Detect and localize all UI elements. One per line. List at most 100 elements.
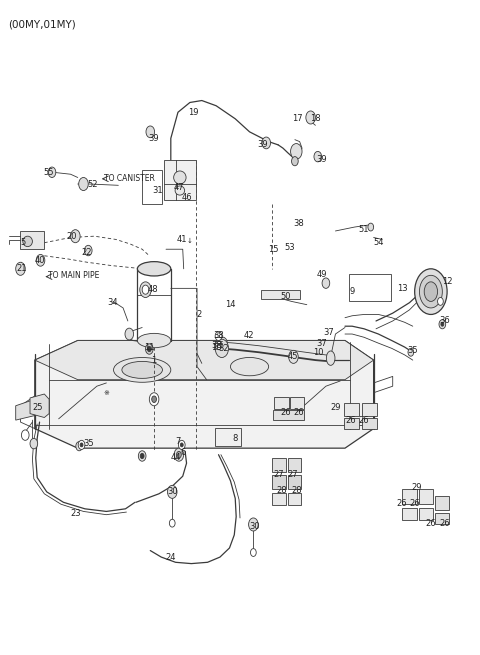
Circle shape: [78, 440, 85, 449]
Text: 27: 27: [287, 470, 298, 479]
Text: 28: 28: [291, 486, 301, 495]
Text: 34: 34: [108, 298, 119, 307]
Text: 22: 22: [81, 248, 92, 257]
Text: 26: 26: [280, 408, 291, 417]
Text: 39: 39: [258, 140, 268, 149]
Bar: [215, 428, 241, 446]
Circle shape: [140, 453, 144, 458]
Ellipse shape: [326, 351, 335, 365]
Bar: [419, 508, 433, 520]
Circle shape: [22, 430, 29, 440]
Text: 23: 23: [70, 509, 81, 518]
Bar: [349, 274, 391, 301]
Circle shape: [140, 282, 151, 297]
Circle shape: [262, 137, 271, 149]
Bar: [274, 409, 304, 420]
Text: 38: 38: [213, 331, 224, 341]
Circle shape: [439, 320, 446, 329]
Circle shape: [16, 262, 25, 275]
Text: 16: 16: [211, 343, 221, 352]
Circle shape: [125, 328, 133, 340]
Circle shape: [322, 278, 330, 288]
Ellipse shape: [137, 333, 171, 348]
Ellipse shape: [415, 269, 447, 314]
Text: 26: 26: [439, 519, 450, 528]
Polygon shape: [35, 341, 373, 448]
Bar: [142, 170, 162, 204]
Text: 39: 39: [148, 134, 158, 143]
Bar: [402, 489, 417, 504]
Circle shape: [179, 440, 185, 449]
Polygon shape: [35, 341, 373, 380]
Ellipse shape: [122, 362, 162, 379]
Text: ↓: ↓: [187, 238, 193, 244]
Text: 40: 40: [34, 256, 45, 265]
Text: 30: 30: [249, 522, 260, 531]
Circle shape: [251, 549, 256, 557]
Circle shape: [408, 348, 414, 356]
Bar: [362, 403, 377, 415]
Circle shape: [368, 223, 373, 231]
Text: 21: 21: [16, 265, 27, 273]
Ellipse shape: [23, 236, 33, 247]
Text: 44: 44: [171, 453, 181, 462]
Bar: [273, 458, 286, 472]
Circle shape: [438, 297, 444, 305]
Text: 5: 5: [20, 238, 25, 247]
Ellipse shape: [137, 261, 171, 276]
Bar: [362, 418, 377, 428]
Circle shape: [138, 451, 146, 461]
Text: 38: 38: [212, 341, 222, 350]
Ellipse shape: [114, 358, 171, 383]
Bar: [288, 493, 301, 505]
Text: 48: 48: [148, 285, 158, 294]
Bar: [273, 475, 286, 489]
Circle shape: [168, 485, 177, 498]
Text: 29: 29: [411, 483, 422, 492]
Circle shape: [291, 157, 298, 166]
Bar: [344, 403, 360, 415]
Bar: [290, 398, 304, 409]
Circle shape: [84, 246, 92, 255]
Text: 53: 53: [285, 244, 295, 252]
Text: 20: 20: [67, 232, 77, 240]
Text: 35: 35: [408, 346, 418, 355]
Circle shape: [145, 344, 153, 354]
Polygon shape: [21, 231, 44, 250]
Bar: [402, 508, 417, 520]
Polygon shape: [16, 400, 35, 420]
Text: 46: 46: [181, 193, 192, 202]
Text: 37: 37: [317, 339, 327, 348]
Ellipse shape: [424, 282, 438, 301]
Circle shape: [71, 230, 80, 243]
Text: 1: 1: [152, 356, 157, 365]
Text: 49: 49: [317, 269, 327, 278]
Text: 38: 38: [293, 219, 303, 228]
Circle shape: [249, 518, 258, 531]
Text: 6: 6: [180, 448, 185, 457]
Text: 13: 13: [397, 284, 408, 293]
Text: TO CANISTER: TO CANISTER: [104, 174, 155, 183]
Circle shape: [174, 448, 184, 461]
Circle shape: [290, 143, 302, 159]
Text: 42: 42: [243, 331, 254, 340]
Circle shape: [180, 443, 183, 447]
Text: 19: 19: [188, 108, 199, 117]
Ellipse shape: [230, 358, 269, 376]
Text: 12: 12: [443, 277, 453, 286]
Circle shape: [80, 443, 83, 447]
Text: 7: 7: [175, 437, 180, 446]
Circle shape: [177, 451, 181, 458]
Circle shape: [441, 322, 444, 326]
Circle shape: [147, 346, 151, 352]
Text: 45: 45: [287, 352, 298, 362]
Text: (00MY,01MY): (00MY,01MY): [9, 20, 76, 29]
Circle shape: [306, 111, 315, 124]
Bar: [273, 493, 286, 505]
Text: 30: 30: [167, 487, 178, 496]
Bar: [262, 290, 300, 299]
Polygon shape: [30, 394, 49, 417]
Text: 2: 2: [197, 310, 202, 319]
Bar: [419, 489, 433, 504]
Text: 26: 26: [426, 519, 436, 528]
